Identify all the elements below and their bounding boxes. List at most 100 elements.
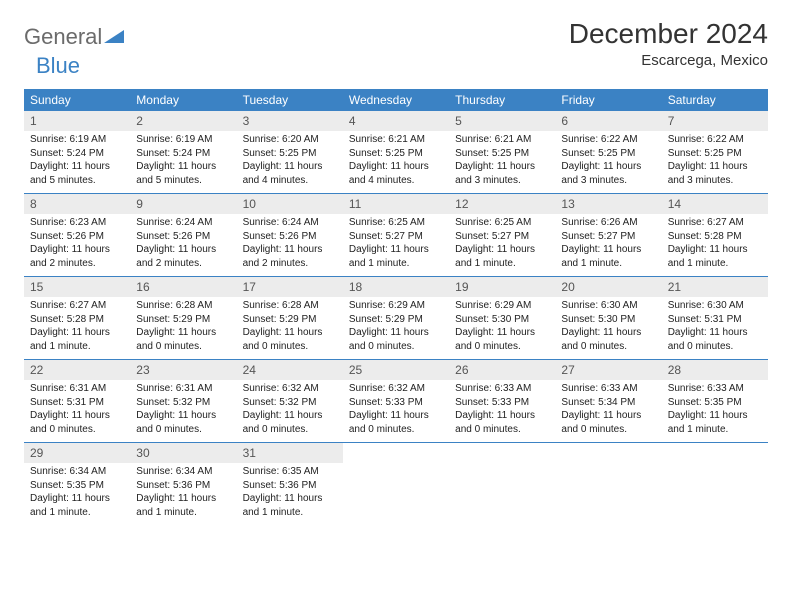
day-number: 4 xyxy=(343,111,449,131)
sunset-line: Sunset: 5:25 PM xyxy=(668,147,762,161)
day-details: Sunrise: 6:23 AMSunset: 5:26 PMDaylight:… xyxy=(24,216,130,270)
day-number: 16 xyxy=(130,277,236,297)
sunrise-line: Sunrise: 6:29 AM xyxy=(455,299,549,313)
daylight-line: Daylight: 11 hours and 0 minutes. xyxy=(668,326,762,353)
day-cell: 23Sunrise: 6:31 AMSunset: 5:32 PMDayligh… xyxy=(130,360,236,442)
day-cell: 14Sunrise: 6:27 AMSunset: 5:28 PMDayligh… xyxy=(662,194,768,276)
day-of-week-header: Sunday xyxy=(24,89,130,111)
sunrise-line: Sunrise: 6:24 AM xyxy=(136,216,230,230)
day-of-week-header: Wednesday xyxy=(343,89,449,111)
brand-logo: General xyxy=(24,18,126,50)
day-cell: 8Sunrise: 6:23 AMSunset: 5:26 PMDaylight… xyxy=(24,194,130,276)
day-details: Sunrise: 6:24 AMSunset: 5:26 PMDaylight:… xyxy=(237,216,343,270)
day-details: Sunrise: 6:26 AMSunset: 5:27 PMDaylight:… xyxy=(555,216,661,270)
day-of-week-header: Saturday xyxy=(662,89,768,111)
daylight-line: Daylight: 11 hours and 2 minutes. xyxy=(136,243,230,270)
week-row: 29Sunrise: 6:34 AMSunset: 5:35 PMDayligh… xyxy=(24,442,768,525)
day-cell: 29Sunrise: 6:34 AMSunset: 5:35 PMDayligh… xyxy=(24,443,130,525)
day-details: Sunrise: 6:33 AMSunset: 5:35 PMDaylight:… xyxy=(662,382,768,436)
sunset-line: Sunset: 5:33 PM xyxy=(455,396,549,410)
sunrise-line: Sunrise: 6:29 AM xyxy=(349,299,443,313)
day-details: Sunrise: 6:28 AMSunset: 5:29 PMDaylight:… xyxy=(130,299,236,353)
day-cell: 6Sunrise: 6:22 AMSunset: 5:25 PMDaylight… xyxy=(555,111,661,193)
day-number: 30 xyxy=(130,443,236,463)
sunset-line: Sunset: 5:25 PM xyxy=(243,147,337,161)
daylight-line: Daylight: 11 hours and 0 minutes. xyxy=(455,326,549,353)
daylight-line: Daylight: 11 hours and 1 minute. xyxy=(349,243,443,270)
day-cell: 12Sunrise: 6:25 AMSunset: 5:27 PMDayligh… xyxy=(449,194,555,276)
daylight-line: Daylight: 11 hours and 2 minutes. xyxy=(243,243,337,270)
day-details: Sunrise: 6:35 AMSunset: 5:36 PMDaylight:… xyxy=(237,465,343,519)
day-details: Sunrise: 6:30 AMSunset: 5:31 PMDaylight:… xyxy=(662,299,768,353)
day-of-week-row: SundayMondayTuesdayWednesdayThursdayFrid… xyxy=(24,89,768,111)
day-number: 20 xyxy=(555,277,661,297)
week-row: 15Sunrise: 6:27 AMSunset: 5:28 PMDayligh… xyxy=(24,276,768,359)
day-details: Sunrise: 6:21 AMSunset: 5:25 PMDaylight:… xyxy=(449,133,555,187)
sunrise-line: Sunrise: 6:19 AM xyxy=(136,133,230,147)
daylight-line: Daylight: 11 hours and 0 minutes. xyxy=(561,326,655,353)
sunset-line: Sunset: 5:32 PM xyxy=(136,396,230,410)
sunset-line: Sunset: 5:24 PM xyxy=(30,147,124,161)
daylight-line: Daylight: 11 hours and 3 minutes. xyxy=(561,160,655,187)
sunset-line: Sunset: 5:31 PM xyxy=(30,396,124,410)
day-number: 7 xyxy=(662,111,768,131)
sunset-line: Sunset: 5:28 PM xyxy=(30,313,124,327)
day-cell: 4Sunrise: 6:21 AMSunset: 5:25 PMDaylight… xyxy=(343,111,449,193)
day-details: Sunrise: 6:33 AMSunset: 5:34 PMDaylight:… xyxy=(555,382,661,436)
sunrise-line: Sunrise: 6:24 AM xyxy=(243,216,337,230)
day-cell: 21Sunrise: 6:30 AMSunset: 5:31 PMDayligh… xyxy=(662,277,768,359)
sunrise-line: Sunrise: 6:20 AM xyxy=(243,133,337,147)
sunset-line: Sunset: 5:29 PM xyxy=(136,313,230,327)
day-details: Sunrise: 6:24 AMSunset: 5:26 PMDaylight:… xyxy=(130,216,236,270)
sunrise-line: Sunrise: 6:27 AM xyxy=(30,299,124,313)
daylight-line: Daylight: 11 hours and 0 minutes. xyxy=(349,326,443,353)
day-details: Sunrise: 6:28 AMSunset: 5:29 PMDaylight:… xyxy=(237,299,343,353)
day-number: 1 xyxy=(24,111,130,131)
sunset-line: Sunset: 5:35 PM xyxy=(668,396,762,410)
sunset-line: Sunset: 5:26 PM xyxy=(136,230,230,244)
sunset-line: Sunset: 5:27 PM xyxy=(455,230,549,244)
sunset-line: Sunset: 5:35 PM xyxy=(30,479,124,493)
daylight-line: Daylight: 11 hours and 1 minute. xyxy=(243,492,337,519)
day-details: Sunrise: 6:31 AMSunset: 5:31 PMDaylight:… xyxy=(24,382,130,436)
daylight-line: Daylight: 11 hours and 1 minute. xyxy=(668,409,762,436)
day-cell: 9Sunrise: 6:24 AMSunset: 5:26 PMDaylight… xyxy=(130,194,236,276)
sunrise-line: Sunrise: 6:22 AM xyxy=(668,133,762,147)
day-details: Sunrise: 6:31 AMSunset: 5:32 PMDaylight:… xyxy=(130,382,236,436)
daylight-line: Daylight: 11 hours and 3 minutes. xyxy=(668,160,762,187)
day-number: 31 xyxy=(237,443,343,463)
daylight-line: Daylight: 11 hours and 0 minutes. xyxy=(30,409,124,436)
sunrise-line: Sunrise: 6:32 AM xyxy=(243,382,337,396)
day-details: Sunrise: 6:19 AMSunset: 5:24 PMDaylight:… xyxy=(130,133,236,187)
day-number: 27 xyxy=(555,360,661,380)
sunrise-line: Sunrise: 6:27 AM xyxy=(668,216,762,230)
day-number: 17 xyxy=(237,277,343,297)
day-details: Sunrise: 6:27 AMSunset: 5:28 PMDaylight:… xyxy=(24,299,130,353)
week-row: 8Sunrise: 6:23 AMSunset: 5:26 PMDaylight… xyxy=(24,193,768,276)
title-block: December 2024 Escarcega, Mexico xyxy=(569,18,768,69)
daylight-line: Daylight: 11 hours and 1 minute. xyxy=(668,243,762,270)
day-cell: 3Sunrise: 6:20 AMSunset: 5:25 PMDaylight… xyxy=(237,111,343,193)
sunset-line: Sunset: 5:26 PM xyxy=(243,230,337,244)
day-cell: 16Sunrise: 6:28 AMSunset: 5:29 PMDayligh… xyxy=(130,277,236,359)
sunrise-line: Sunrise: 6:30 AM xyxy=(668,299,762,313)
daylight-line: Daylight: 11 hours and 1 minute. xyxy=(136,492,230,519)
day-number: 13 xyxy=(555,194,661,214)
day-cell: 13Sunrise: 6:26 AMSunset: 5:27 PMDayligh… xyxy=(555,194,661,276)
day-number: 11 xyxy=(343,194,449,214)
daylight-line: Daylight: 11 hours and 5 minutes. xyxy=(136,160,230,187)
calendar-grid: SundayMondayTuesdayWednesdayThursdayFrid… xyxy=(24,89,768,525)
day-details: Sunrise: 6:25 AMSunset: 5:27 PMDaylight:… xyxy=(343,216,449,270)
day-number: 25 xyxy=(343,360,449,380)
sunset-line: Sunset: 5:36 PM xyxy=(136,479,230,493)
day-cell: 27Sunrise: 6:33 AMSunset: 5:34 PMDayligh… xyxy=(555,360,661,442)
sunset-line: Sunset: 5:30 PM xyxy=(455,313,549,327)
day-number: 24 xyxy=(237,360,343,380)
sunrise-line: Sunrise: 6:30 AM xyxy=(561,299,655,313)
day-details: Sunrise: 6:21 AMSunset: 5:25 PMDaylight:… xyxy=(343,133,449,187)
day-of-week-header: Monday xyxy=(130,89,236,111)
sunrise-line: Sunrise: 6:31 AM xyxy=(30,382,124,396)
weeks-container: 1Sunrise: 6:19 AMSunset: 5:24 PMDaylight… xyxy=(24,111,768,525)
sunrise-line: Sunrise: 6:28 AM xyxy=(243,299,337,313)
daylight-line: Daylight: 11 hours and 5 minutes. xyxy=(30,160,124,187)
